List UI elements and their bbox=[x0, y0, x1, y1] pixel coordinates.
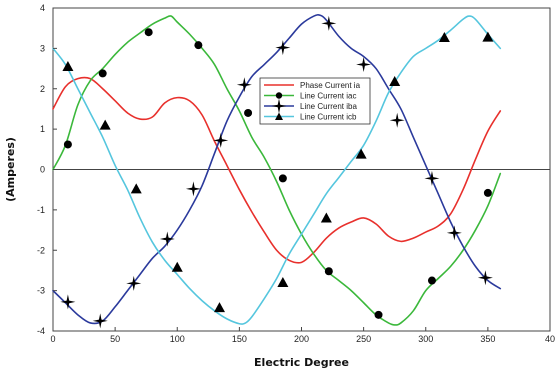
star-point bbox=[271, 98, 287, 114]
legend-label: Phase Current ia bbox=[300, 81, 361, 90]
x-axis-title: Electric Degree bbox=[254, 356, 349, 369]
data-point-marker bbox=[92, 313, 108, 329]
data-point-marker bbox=[99, 119, 111, 130]
data-point-marker bbox=[477, 270, 493, 286]
data-point-marker bbox=[236, 77, 252, 93]
legend-swatch-marker bbox=[271, 98, 287, 114]
y-tick-label: 4 bbox=[40, 3, 45, 13]
data-point-marker bbox=[144, 28, 153, 37]
data-point-marker bbox=[60, 294, 76, 310]
data-point-marker bbox=[389, 75, 401, 86]
data-point-marker bbox=[446, 225, 462, 241]
data-point-marker bbox=[213, 302, 225, 313]
data-point-marker bbox=[355, 148, 367, 159]
data-point-marker bbox=[62, 61, 74, 72]
series-markers bbox=[60, 15, 494, 329]
data-point-marker bbox=[98, 69, 107, 78]
data-point-marker bbox=[275, 40, 291, 56]
star-point bbox=[213, 132, 229, 148]
x-tick-label: 40 bbox=[545, 334, 555, 344]
legend-swatch-marker bbox=[275, 92, 283, 99]
data-point-marker bbox=[244, 108, 253, 117]
star-point bbox=[275, 40, 291, 56]
data-point-marker bbox=[63, 140, 72, 149]
data-point-marker bbox=[438, 31, 450, 42]
star-point bbox=[356, 57, 372, 73]
data-point-marker bbox=[159, 231, 175, 247]
series-line-2 bbox=[52, 15, 502, 326]
data-point-marker bbox=[278, 174, 287, 183]
legend-label: Line Current iba bbox=[300, 102, 357, 111]
data-point-marker bbox=[277, 277, 289, 288]
data-point-marker bbox=[374, 310, 383, 319]
x-tick-label: 100 bbox=[170, 334, 185, 344]
data-point-marker bbox=[483, 188, 492, 197]
data-point-marker bbox=[171, 261, 183, 272]
y-tick-label: -1 bbox=[37, 205, 45, 215]
y-tick-label: 3 bbox=[40, 43, 45, 53]
y-tick-label: 2 bbox=[40, 84, 45, 94]
star-point bbox=[126, 275, 142, 291]
legend-label: Line Current iac bbox=[300, 92, 356, 101]
x-tick-label: 0 bbox=[50, 334, 55, 344]
star-point bbox=[92, 313, 108, 329]
series-line-4 bbox=[52, 15, 502, 325]
data-point-marker bbox=[130, 183, 142, 194]
x-tick-label: 250 bbox=[356, 334, 371, 344]
x-axis-ticks: 0 50 100 150 200 250 300 350 40 bbox=[50, 327, 555, 344]
star-point bbox=[60, 294, 76, 310]
data-point-marker bbox=[389, 112, 405, 128]
data-point-marker bbox=[320, 212, 332, 223]
star-point bbox=[424, 170, 440, 186]
y-tick-label: -2 bbox=[37, 245, 45, 255]
star-point bbox=[389, 112, 405, 128]
x-tick-label: 350 bbox=[480, 334, 495, 344]
series-line-1 bbox=[52, 76, 502, 264]
data-point-marker bbox=[194, 41, 203, 50]
y-tick-label: 0 bbox=[40, 165, 45, 175]
x-tick-label: 50 bbox=[110, 334, 120, 344]
x-tick-label: 300 bbox=[418, 334, 433, 344]
star-point bbox=[236, 77, 252, 93]
y-axis-ticks: -4 -3 -2 -1 0 1 2 3 4 bbox=[37, 3, 57, 336]
legend-swatch-marker bbox=[275, 112, 283, 120]
star-point bbox=[185, 181, 201, 197]
data-point-marker bbox=[424, 170, 440, 186]
data-point-marker bbox=[356, 57, 372, 73]
x-tick-label: 150 bbox=[232, 334, 247, 344]
data-point-marker bbox=[126, 275, 142, 291]
data-point-marker bbox=[324, 267, 333, 276]
y-axis-title: (Amperes) bbox=[4, 137, 17, 202]
data-point-marker bbox=[427, 276, 436, 285]
star-point bbox=[446, 225, 462, 241]
data-point-marker bbox=[482, 31, 494, 42]
y-tick-label: -4 bbox=[37, 326, 45, 336]
star-point bbox=[159, 231, 175, 247]
data-point-marker bbox=[185, 181, 201, 197]
star-point bbox=[321, 15, 337, 31]
legend-label: Line Current icb bbox=[300, 113, 357, 122]
data-point-marker bbox=[213, 132, 229, 148]
star-point bbox=[477, 270, 493, 286]
data-point-marker bbox=[321, 15, 337, 31]
y-tick-label: -3 bbox=[37, 286, 45, 296]
y-tick-label: 1 bbox=[40, 124, 45, 134]
x-tick-label: 200 bbox=[294, 334, 309, 344]
